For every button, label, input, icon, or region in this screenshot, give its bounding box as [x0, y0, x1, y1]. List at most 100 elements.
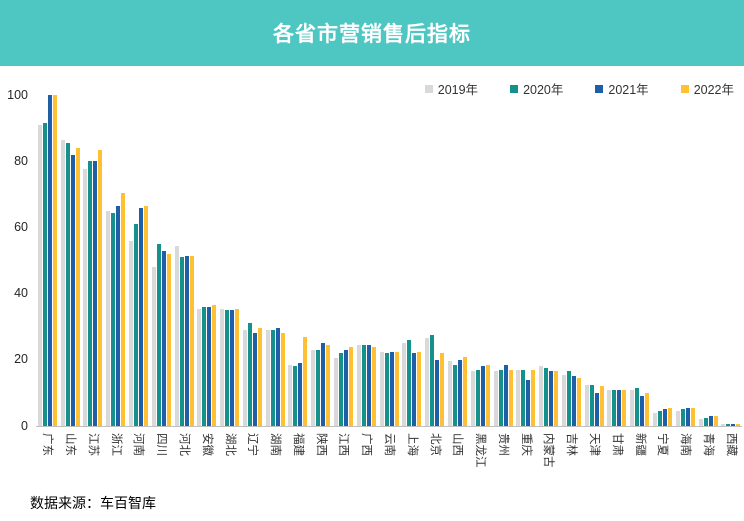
- bar-山西-2019年: [447, 361, 452, 426]
- bar-黑龙江-2022年: [485, 364, 490, 426]
- x-axis-label-天津: 天津: [587, 433, 600, 456]
- legend-label: 2021年: [608, 83, 649, 97]
- bar-河北-2019年: [174, 245, 179, 426]
- bar-group-西藏: [719, 95, 742, 426]
- bar-group-宁夏: [651, 95, 674, 426]
- bar-青海-2022年: [713, 416, 718, 426]
- legend-item-2022年: 2022年: [680, 79, 734, 98]
- bar-吉林-2019年: [561, 374, 566, 426]
- x-axis-label-陕西: 陕西: [314, 433, 327, 456]
- bar-江西-2020年: [339, 353, 344, 426]
- bar-宁夏-2019年: [652, 412, 657, 426]
- bar-宁夏-2022年: [667, 407, 672, 426]
- bar-西藏-2020年: [726, 424, 731, 426]
- x-axis-label-海南: 海南: [679, 433, 692, 456]
- bar-海南-2021年: [685, 407, 690, 426]
- bar-重庆-2020年: [521, 369, 526, 426]
- bar-宁夏-2021年: [662, 409, 667, 426]
- x-axis-label-内蒙古: 内蒙古: [542, 433, 555, 468]
- x-axis-label-广东: 广东: [41, 433, 54, 456]
- bar-云南-2021年: [389, 351, 394, 426]
- x-axis-label-山西: 山西: [451, 433, 464, 456]
- bar-青海-2021年: [708, 416, 713, 426]
- bar-黑龙江-2021年: [480, 366, 485, 426]
- bar-天津-2020年: [589, 384, 594, 426]
- legend-label: 2019年: [437, 83, 479, 97]
- bar-辽宁-2021年: [252, 333, 257, 426]
- bar-group-陕西: [309, 95, 332, 426]
- bar-河南-2020年: [134, 224, 139, 426]
- y-axis-tick-label: 80: [14, 153, 28, 168]
- x-axis-label-四川: 四川: [155, 433, 168, 456]
- bar-group-吉林: [560, 95, 583, 426]
- bar-辽宁-2022年: [257, 328, 262, 426]
- bar-广东-2020年: [42, 123, 47, 426]
- x-axis-label-河北: 河北: [178, 433, 191, 456]
- data-source: 数据来源：车百智库: [30, 495, 156, 511]
- bar-group-甘肃: [606, 95, 629, 426]
- bar-上海-2021年: [412, 353, 417, 426]
- bar-内蒙古-2019年: [539, 366, 544, 426]
- bar-内蒙古-2021年: [549, 371, 554, 426]
- bar-上海-2020年: [407, 339, 412, 426]
- legend-item-2019年: 2019年: [424, 79, 479, 98]
- bar-吉林-2020年: [566, 371, 571, 426]
- y-axis-tick-label: 40: [14, 286, 28, 301]
- bar-安徽-2019年: [197, 308, 202, 426]
- x-axis-label-上海: 上海: [405, 433, 418, 456]
- bar-内蒙古-2022年: [554, 371, 559, 426]
- legend-swatch: [595, 84, 604, 93]
- bar-新疆-2020年: [635, 387, 640, 426]
- legend-label: 2022年: [693, 83, 734, 97]
- x-axis-label-甘肃: 甘肃: [610, 433, 623, 456]
- x-axis-label-贵州: 贵州: [496, 433, 509, 456]
- bar-group-黑龙江: [469, 95, 492, 426]
- bar-group-广东: [36, 95, 59, 426]
- bar-福建-2022年: [303, 336, 308, 426]
- bar-河北-2022年: [189, 255, 194, 426]
- bar-group-四川: [150, 95, 173, 426]
- bar-青海-2020年: [703, 417, 708, 426]
- x-axis-label-江苏: 江苏: [86, 433, 99, 456]
- bar-江西-2022年: [349, 346, 354, 426]
- x-axis-label-吉林: 吉林: [565, 433, 578, 456]
- bar-贵州-2022年: [508, 369, 513, 426]
- bar-group-广西: [355, 95, 378, 426]
- bar-陕西-2021年: [321, 343, 326, 426]
- x-axis-label-新疆: 新疆: [633, 433, 646, 456]
- bar-北京-2020年: [430, 334, 435, 426]
- title-bar: 各省市营销售后指标: [0, 0, 744, 66]
- bar-甘肃-2019年: [607, 389, 612, 426]
- bar-北京-2022年: [440, 353, 445, 426]
- x-axis-label-河南: 河南: [132, 433, 145, 456]
- bar-福建-2020年: [293, 366, 298, 426]
- bar-四川-2022年: [166, 253, 171, 426]
- bar-安徽-2020年: [202, 306, 207, 426]
- bar-四川-2020年: [156, 243, 161, 426]
- y-axis-tick-label: 0: [21, 418, 28, 433]
- bar-group-湖南: [264, 95, 287, 426]
- bar-浙江-2022年: [121, 192, 126, 426]
- bar-group-山西: [446, 95, 469, 426]
- bar-江西-2021年: [344, 349, 349, 426]
- bar-新疆-2022年: [645, 392, 650, 426]
- x-axis-label-云南: 云南: [383, 433, 395, 456]
- bar-江苏-2021年: [93, 161, 98, 426]
- bar-上海-2019年: [402, 343, 407, 426]
- bar-group-新疆: [628, 95, 651, 426]
- bar-河北-2020年: [179, 257, 184, 426]
- bar-湖南-2022年: [280, 333, 285, 426]
- bar-天津-2022年: [599, 386, 604, 426]
- bar-江苏-2019年: [83, 169, 88, 426]
- bar-湖北-2019年: [220, 308, 225, 426]
- bar-山东-2021年: [70, 154, 75, 426]
- bar-黑龙江-2020年: [475, 369, 480, 426]
- legend-label: 2020年: [523, 83, 564, 97]
- legend-item-2020年: 2020年: [510, 79, 563, 98]
- x-axis-label-宁夏: 宁夏: [656, 433, 669, 456]
- bar-group-重庆: [514, 95, 537, 426]
- bar-广西-2022年: [371, 346, 376, 426]
- bar-吉林-2022年: [576, 378, 581, 426]
- bar-河南-2021年: [139, 207, 144, 426]
